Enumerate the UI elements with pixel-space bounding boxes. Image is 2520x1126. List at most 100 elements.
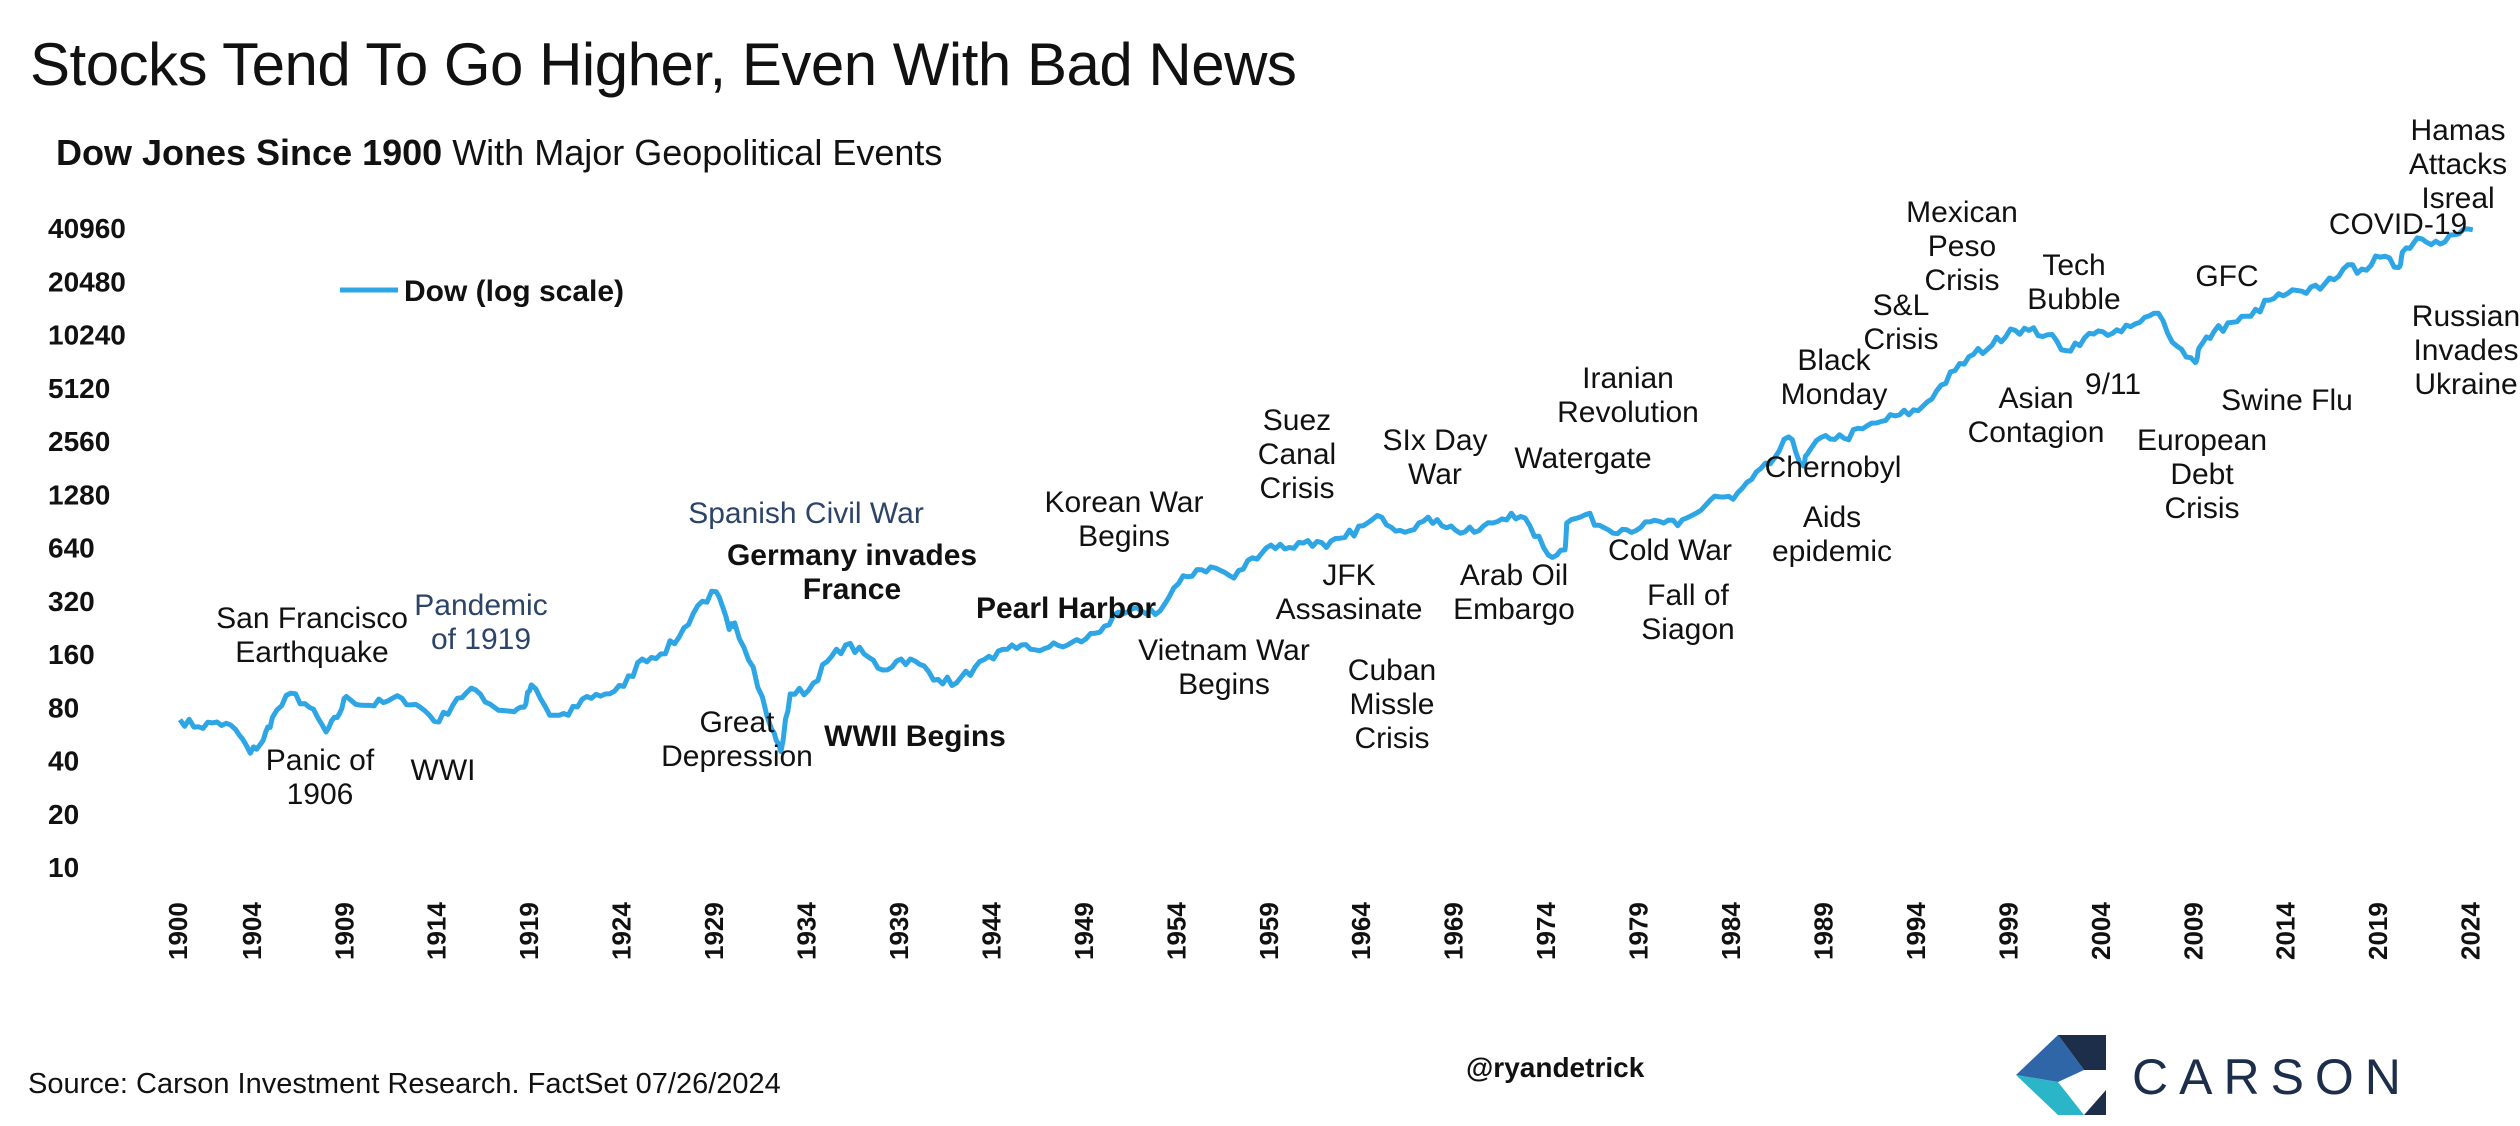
event-annotation-line: Depression	[661, 740, 813, 773]
event-annotation: Black Monday	[1781, 344, 1888, 411]
event-annotation-line: Ukraine	[2414, 368, 2517, 401]
event-annotation-line: Siagon	[1641, 613, 1734, 646]
y-tick-label: 1280	[48, 479, 110, 510]
chart-subtitle: Dow Jones Since 1900 With Major Geopolit…	[56, 132, 942, 174]
event-annotation: Cold War	[1608, 534, 1732, 567]
event-annotation-line: Crisis	[1864, 323, 1939, 356]
x-tick-label: 1984	[1716, 902, 1746, 960]
carson-logo: CARSON	[2010, 1030, 2500, 1120]
y-tick-label: 10240	[48, 320, 126, 351]
event-annotation-line: Isreal	[2421, 182, 2494, 215]
event-annotation-line: San Francisco	[216, 602, 408, 635]
x-tick-label: 1934	[792, 902, 822, 960]
x-tick-label: 1959	[1254, 902, 1284, 960]
y-tick-label: 20	[48, 799, 79, 830]
event-annotation-line: Crisis	[1925, 264, 2000, 297]
event-annotation-line: Chernobyl	[1765, 451, 1902, 484]
legend-label: Dow (log scale)	[404, 275, 624, 308]
event-annotation: Tech Bubble	[2027, 249, 2120, 316]
event-annotation-line: Peso	[1928, 230, 1996, 263]
event-annotation-line: Iranian	[1582, 362, 1674, 395]
subtitle-bold: Dow Jones Since 1900	[56, 132, 443, 173]
dow-line-chart: 10 20 40 80 160 320 640 1280 2560 5120 10240 20480 4…	[48, 114, 2520, 960]
event-annotation-line: Begins	[1178, 668, 1270, 701]
event-annotation-line: epidemic	[1772, 535, 1892, 568]
x-tick-label: 2024	[2456, 902, 2486, 960]
event-annotation: GFC	[2195, 260, 2258, 293]
event-annotation-line: Vietnam War	[1138, 634, 1310, 667]
event-annotation-line: Contagion	[1968, 416, 2105, 449]
x-tick-label: 1900	[163, 902, 193, 960]
event-annotation-line: Fall of	[1647, 579, 1729, 612]
event-annotation-line: Canal	[1258, 438, 1336, 471]
y-tick-label: 320	[48, 586, 95, 617]
x-tick-label: 1994	[1901, 902, 1931, 960]
y-tick-label: 2560	[48, 426, 110, 457]
event-annotation-line: Crisis	[1260, 472, 1335, 505]
event-annotation-line: Debt	[2170, 458, 2234, 491]
dow-series-line	[177, 226, 2474, 756]
event-annotation: Swine Flu	[2221, 384, 2353, 417]
event-annotation: Watergate	[1514, 442, 1651, 475]
event-annotation-line: Panic of	[266, 744, 375, 777]
event-annotation-line: Great	[699, 706, 775, 739]
event-annotation: Korean War Begins	[1045, 486, 1204, 553]
x-tick-label: 2009	[2178, 902, 2208, 960]
event-annotation: Mexican Peso Crisis	[1906, 196, 2018, 297]
y-tick-label: 40960	[48, 213, 126, 244]
author-handle: @ryandetrick	[1466, 1052, 1645, 1083]
event-annotation-line: War	[1408, 458, 1462, 491]
x-tick-label: 1924	[607, 902, 637, 960]
event-annotation: Hamas Attacks Isreal	[2409, 114, 2507, 215]
event-annotation: COVID-19	[2329, 208, 2467, 241]
x-tick-label: 1914	[422, 902, 452, 960]
event-annotation-line: Tech	[2042, 249, 2105, 282]
event-annotation: Aids epidemic	[1772, 501, 1892, 568]
x-tick-label: 1909	[329, 902, 359, 960]
event-annotation-line: Begins	[1078, 520, 1170, 553]
x-tick-label: 1954	[1161, 902, 1191, 960]
event-annotation: JFK Assasinate	[1276, 559, 1423, 626]
event-annotation: Pearl Harbor	[976, 592, 1156, 625]
event-annotation-line: COVID-19	[2329, 208, 2467, 241]
event-annotation: Asian Contagion	[1968, 382, 2105, 449]
event-annotation-line: Korean War	[1045, 486, 1204, 519]
x-tick-label: 1969	[1439, 902, 1469, 960]
event-annotation-line: Assasinate	[1276, 593, 1423, 626]
event-annotation-line: Russian	[2412, 300, 2520, 333]
y-tick-label: 5120	[48, 373, 110, 404]
event-annotation-line: SIx Day	[1382, 424, 1487, 457]
event-annotation-line: Watergate	[1514, 442, 1651, 475]
event-annotation: Pandemic of 1919	[414, 589, 547, 656]
event-annotation: Spanish Civil War	[688, 497, 924, 530]
x-tick-label: 1919	[514, 902, 544, 960]
event-annotation: Panic of 1906	[266, 744, 375, 811]
x-tick-label: 2014	[2271, 902, 2301, 960]
event-annotation: San Francisco Earthquake	[216, 602, 408, 669]
carson-logo-text: CARSON	[2132, 1049, 2412, 1105]
event-annotation-line: Embargo	[1453, 593, 1575, 626]
event-annotation: Germany invades France	[727, 539, 977, 606]
event-annotation-line: GFC	[2195, 260, 2258, 293]
event-annotation: Chernobyl	[1765, 451, 1902, 484]
event-annotation: S&L Crisis	[1864, 289, 1939, 356]
event-annotation-line: Germany invades	[727, 539, 977, 572]
y-tick-label: 640	[48, 533, 95, 564]
event-annotation-line: Invades	[2413, 334, 2518, 367]
event-annotation-line: Arab Oil	[1460, 559, 1568, 592]
event-annotation: Arab Oil Embargo	[1453, 559, 1575, 626]
event-annotation: 9/11	[2085, 368, 2141, 401]
event-annotation-line: Missle	[1349, 688, 1434, 721]
event-annotation: Fall of Siagon	[1641, 579, 1734, 646]
event-annotation: Cuban Missle Crisis	[1348, 654, 1436, 755]
event-annotation-line: Spanish Civil War	[688, 497, 924, 530]
event-annotation: Iranian Revolution	[1557, 362, 1699, 429]
event-annotation-line: Pandemic	[414, 589, 547, 622]
event-annotation-line: Aids	[1803, 501, 1861, 534]
event-annotation-line: 9/11	[2085, 368, 2141, 401]
event-annotation-line: Hamas	[2410, 114, 2505, 147]
event-annotation-line: France	[803, 573, 901, 606]
x-tick-label: 1949	[1069, 902, 1099, 960]
x-tick-label: 1989	[1808, 902, 1838, 960]
event-annotation-line: of 1919	[431, 623, 531, 656]
